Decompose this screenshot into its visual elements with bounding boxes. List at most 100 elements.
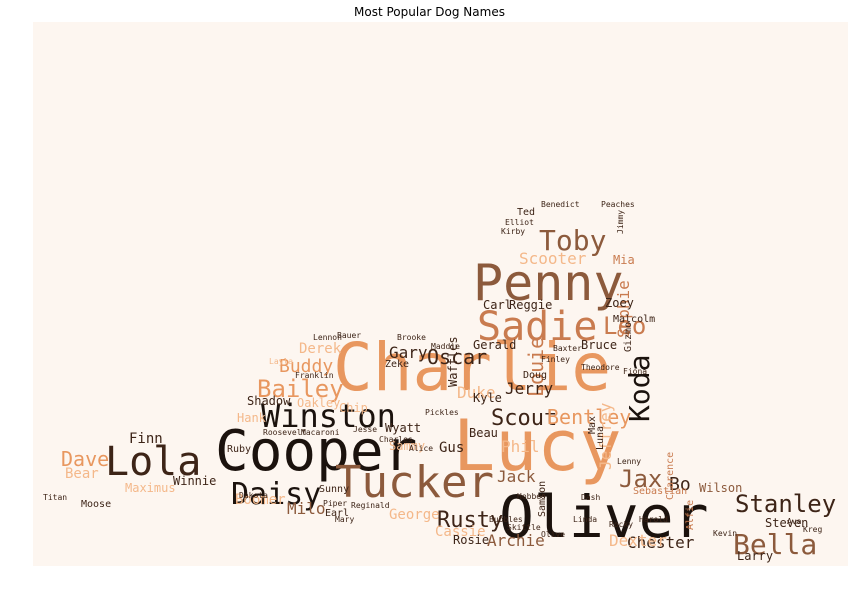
- word-shadow: Shadow: [247, 394, 291, 408]
- word-cooper: Cooper: [215, 419, 417, 484]
- word-jack: Jack: [497, 467, 536, 486]
- word-bubbles: Bubbles: [489, 515, 523, 524]
- word-kreg: Kreg: [803, 525, 822, 534]
- word-hank: Hank: [237, 411, 267, 425]
- word-scout: Scout: [491, 406, 557, 431]
- word-oakley: Oakley: [297, 396, 340, 410]
- word-linda: Linda: [573, 515, 597, 524]
- word-finley: Finley: [541, 355, 570, 364]
- word-jax: Jax: [619, 465, 662, 493]
- word-gerald: Gerald: [473, 338, 516, 352]
- word-scooter: Scooter: [519, 249, 587, 268]
- word-finn: Finn: [129, 431, 163, 447]
- word-benedict: Benedict: [541, 200, 580, 209]
- word-hobbes: Hobbes: [517, 492, 546, 501]
- word-gus: Gus: [439, 440, 464, 456]
- word-dakota: Dakota: [239, 491, 268, 500]
- word-steven: Steven: [765, 516, 808, 530]
- word-maximus: Maximus: [125, 481, 176, 495]
- word-sebastian: Sebastian: [633, 486, 687, 497]
- word-jesse: Jesse: [353, 425, 377, 434]
- word-luna: Luna: [595, 426, 606, 450]
- word-bentley: Bentley: [547, 405, 631, 429]
- word-alfie: Alfie: [685, 500, 696, 530]
- word-chip: Chip: [339, 401, 368, 415]
- word-elliot: Elliot: [505, 218, 534, 227]
- word-sophie: Sophie: [614, 280, 633, 338]
- word-winston: Winston: [261, 397, 396, 435]
- word-koda: Koda: [623, 355, 656, 422]
- word-oscar: Oscar: [427, 345, 487, 369]
- word-lucy: Lucy: [453, 405, 622, 487]
- word-jerry: Jerry: [505, 379, 554, 398]
- word-phil: Phil: [501, 437, 540, 456]
- word-mia: Mia: [613, 253, 635, 267]
- word-duke: Duke: [457, 383, 496, 402]
- word-cloud-panel: Charlie Lucy Cooper Oliver Penny Tucker Lola Sa…: [33, 22, 848, 566]
- word-roosevelt: Roosevelt: [263, 428, 307, 437]
- word-winnie: Winnie: [173, 474, 216, 488]
- word-daisy: Daisy: [231, 477, 321, 512]
- word-dash: Dash: [581, 493, 600, 502]
- word-milo: Milo: [287, 499, 326, 518]
- word-archie: Archie: [487, 531, 545, 550]
- word-ruby: Ruby: [227, 444, 251, 455]
- word-theodore: Theodore: [581, 363, 620, 372]
- word-ava: Ava: [787, 517, 802, 526]
- word-lola: Lola: [105, 439, 201, 485]
- word-maddie: Maddie: [431, 342, 460, 351]
- word-carl: Carl: [483, 298, 512, 312]
- word-malcolm: Malcolm: [613, 314, 655, 325]
- word-tucker: Tucker: [335, 457, 494, 508]
- word-bo: Bo: [669, 474, 691, 495]
- word-earl: Earl: [325, 508, 349, 519]
- word-rusty: Rusty: [437, 508, 503, 533]
- word-brooke: Brooke: [397, 333, 426, 342]
- word-oliver: Oliver: [499, 483, 709, 551]
- word-reggie: Reggie: [509, 298, 552, 312]
- word-buddy: Buddy: [279, 356, 333, 377]
- word-jeffrey: Jeffrey: [596, 402, 615, 470]
- word-harold: Harold: [639, 515, 668, 524]
- word-macaroni: Macaroni: [301, 428, 340, 437]
- word-charles: Charles: [379, 435, 413, 444]
- word-bella: Bella: [733, 528, 817, 561]
- word-cassie: Cassie: [435, 524, 486, 540]
- word-bailey: Bailey: [257, 375, 344, 403]
- word-rocky: Rocky: [609, 520, 633, 529]
- word-larry: Larry: [737, 549, 773, 563]
- word-rosie: Rosie: [453, 533, 489, 547]
- word-baxter: Baxter: [553, 344, 582, 353]
- word-samson: Samson: [537, 481, 548, 517]
- word-sadie: Sadie: [477, 304, 597, 350]
- word-doug: Doug: [523, 370, 547, 381]
- word-fiona: Fiona: [623, 367, 647, 376]
- word-bruce: Bruce: [581, 338, 617, 352]
- word-layla: Layla: [269, 357, 293, 366]
- word-chester: Chester: [627, 533, 695, 552]
- word-penny: Penny: [473, 254, 624, 312]
- word-derek: Derek: [299, 341, 342, 357]
- word-leo: Leo: [603, 312, 646, 340]
- word-beau: Beau: [469, 426, 498, 440]
- word-pickles: Pickles: [425, 408, 459, 417]
- word-wilson: Wilson: [699, 481, 742, 495]
- word-sunny: Sunny: [319, 484, 349, 495]
- word-skittle: Skittle: [507, 523, 541, 532]
- word-moose: Moose: [81, 499, 111, 510]
- word-bear: Bear: [65, 466, 99, 482]
- chart-title: Most Popular Dog Names: [354, 5, 505, 19]
- word-titan: Titan: [43, 493, 67, 502]
- word-lennon: Lennon: [313, 333, 342, 342]
- word-louie: Louie: [524, 337, 548, 397]
- word-peaches: Peaches: [601, 200, 635, 209]
- word-kyle: Kyle: [473, 391, 502, 405]
- word-max: Max: [587, 416, 598, 434]
- word-charlie: Charlie: [333, 329, 611, 406]
- word-cloud-background: [33, 22, 848, 566]
- word-dave: Dave: [61, 447, 109, 471]
- word-reginald: Reginald: [351, 501, 390, 510]
- word-gary: Gary: [389, 343, 428, 362]
